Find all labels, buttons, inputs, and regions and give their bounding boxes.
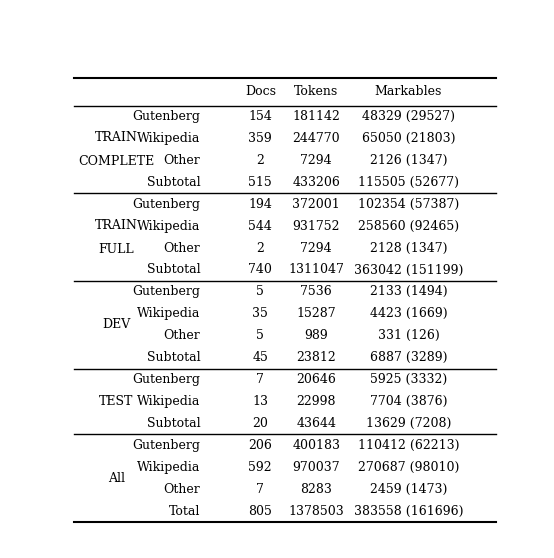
Text: Gutenberg: Gutenberg	[132, 373, 200, 386]
Text: COMPLETE: COMPLETE	[78, 155, 155, 168]
Text: 2126 (1347): 2126 (1347)	[370, 154, 447, 167]
Text: 206: 206	[248, 439, 272, 452]
Text: 15287: 15287	[296, 307, 336, 320]
Text: 2: 2	[257, 154, 264, 167]
Text: 45: 45	[253, 351, 268, 364]
Text: 5: 5	[257, 329, 264, 342]
Text: 65050 (21803): 65050 (21803)	[362, 132, 455, 145]
Text: 7: 7	[257, 483, 264, 496]
Text: 363042 (151199): 363042 (151199)	[354, 263, 463, 276]
Text: Subtotal: Subtotal	[147, 417, 200, 430]
Text: Gutenberg: Gutenberg	[132, 439, 200, 452]
Text: 20: 20	[253, 417, 268, 430]
Text: 154: 154	[248, 110, 272, 123]
Text: 20646: 20646	[296, 373, 336, 386]
Text: Docs: Docs	[245, 85, 276, 98]
Text: TEST: TEST	[99, 395, 134, 408]
Text: Wikipedia: Wikipedia	[137, 307, 200, 320]
Text: 270687 (98010): 270687 (98010)	[358, 461, 459, 474]
Text: 989: 989	[304, 329, 328, 342]
Text: 244770: 244770	[293, 132, 340, 145]
Text: TRAIN: TRAIN	[95, 219, 138, 232]
Text: Subtotal: Subtotal	[147, 351, 200, 364]
Text: Total: Total	[169, 504, 200, 517]
Text: 6887 (3289): 6887 (3289)	[370, 351, 447, 364]
Text: 2128 (1347): 2128 (1347)	[370, 242, 447, 254]
Text: 102354 (57387): 102354 (57387)	[358, 198, 459, 211]
Text: TRAIN: TRAIN	[95, 131, 138, 144]
Text: 400183: 400183	[292, 439, 340, 452]
Text: 2133 (1494): 2133 (1494)	[370, 285, 447, 299]
Text: Subtotal: Subtotal	[147, 263, 200, 276]
Text: 1378503: 1378503	[288, 504, 344, 517]
Text: 7294: 7294	[300, 242, 332, 254]
Text: FULL: FULL	[99, 243, 134, 256]
Text: 8283: 8283	[300, 483, 332, 496]
Text: 805: 805	[248, 504, 272, 517]
Text: 7704 (3876): 7704 (3876)	[370, 395, 447, 408]
Text: 35: 35	[253, 307, 268, 320]
Text: 359: 359	[248, 132, 272, 145]
Text: 515: 515	[248, 176, 272, 189]
Text: 2459 (1473): 2459 (1473)	[370, 483, 447, 496]
Text: Gutenberg: Gutenberg	[132, 285, 200, 299]
Text: Other: Other	[163, 329, 200, 342]
Text: Markables: Markables	[375, 85, 442, 98]
Text: 433206: 433206	[292, 176, 340, 189]
Text: Wikipedia: Wikipedia	[137, 132, 200, 145]
Text: 592: 592	[249, 461, 272, 474]
Text: Tokens: Tokens	[294, 85, 338, 98]
Text: 194: 194	[248, 198, 272, 211]
Text: All: All	[108, 472, 125, 485]
Text: 4423 (1669): 4423 (1669)	[370, 307, 447, 320]
Text: 5925 (3332): 5925 (3332)	[370, 373, 447, 386]
Text: 1311047: 1311047	[288, 263, 344, 276]
Text: 740: 740	[248, 263, 272, 276]
Text: 258560 (92465): 258560 (92465)	[358, 220, 459, 233]
Text: 931752: 931752	[293, 220, 340, 233]
Text: 7: 7	[257, 373, 264, 386]
Text: DEV: DEV	[102, 318, 131, 331]
Text: Wikipedia: Wikipedia	[137, 395, 200, 408]
Text: Wikipedia: Wikipedia	[137, 461, 200, 474]
Text: 48329 (29527): 48329 (29527)	[362, 110, 455, 123]
Text: 544: 544	[248, 220, 272, 233]
Text: 7536: 7536	[300, 285, 332, 299]
Text: 43644: 43644	[296, 417, 336, 430]
Text: Other: Other	[163, 483, 200, 496]
Text: 181142: 181142	[292, 110, 340, 123]
Text: 115505 (52677): 115505 (52677)	[358, 176, 459, 189]
Text: 23812: 23812	[296, 351, 336, 364]
Text: 110412 (62213): 110412 (62213)	[358, 439, 459, 452]
Text: 970037: 970037	[293, 461, 340, 474]
Text: Subtotal: Subtotal	[147, 176, 200, 189]
Text: 331 (126): 331 (126)	[378, 329, 439, 342]
Text: 383558 (161696): 383558 (161696)	[353, 504, 463, 517]
Text: 2: 2	[257, 242, 264, 254]
Text: 5: 5	[257, 285, 264, 299]
Text: Gutenberg: Gutenberg	[132, 198, 200, 211]
Text: 13: 13	[252, 395, 268, 408]
Text: Other: Other	[163, 242, 200, 254]
Text: Gutenberg: Gutenberg	[132, 110, 200, 123]
Text: 7294: 7294	[300, 154, 332, 167]
Text: 13629 (7208): 13629 (7208)	[366, 417, 451, 430]
Text: Wikipedia: Wikipedia	[137, 220, 200, 233]
Text: 22998: 22998	[296, 395, 336, 408]
Text: 372001: 372001	[293, 198, 340, 211]
Text: Other: Other	[163, 154, 200, 167]
